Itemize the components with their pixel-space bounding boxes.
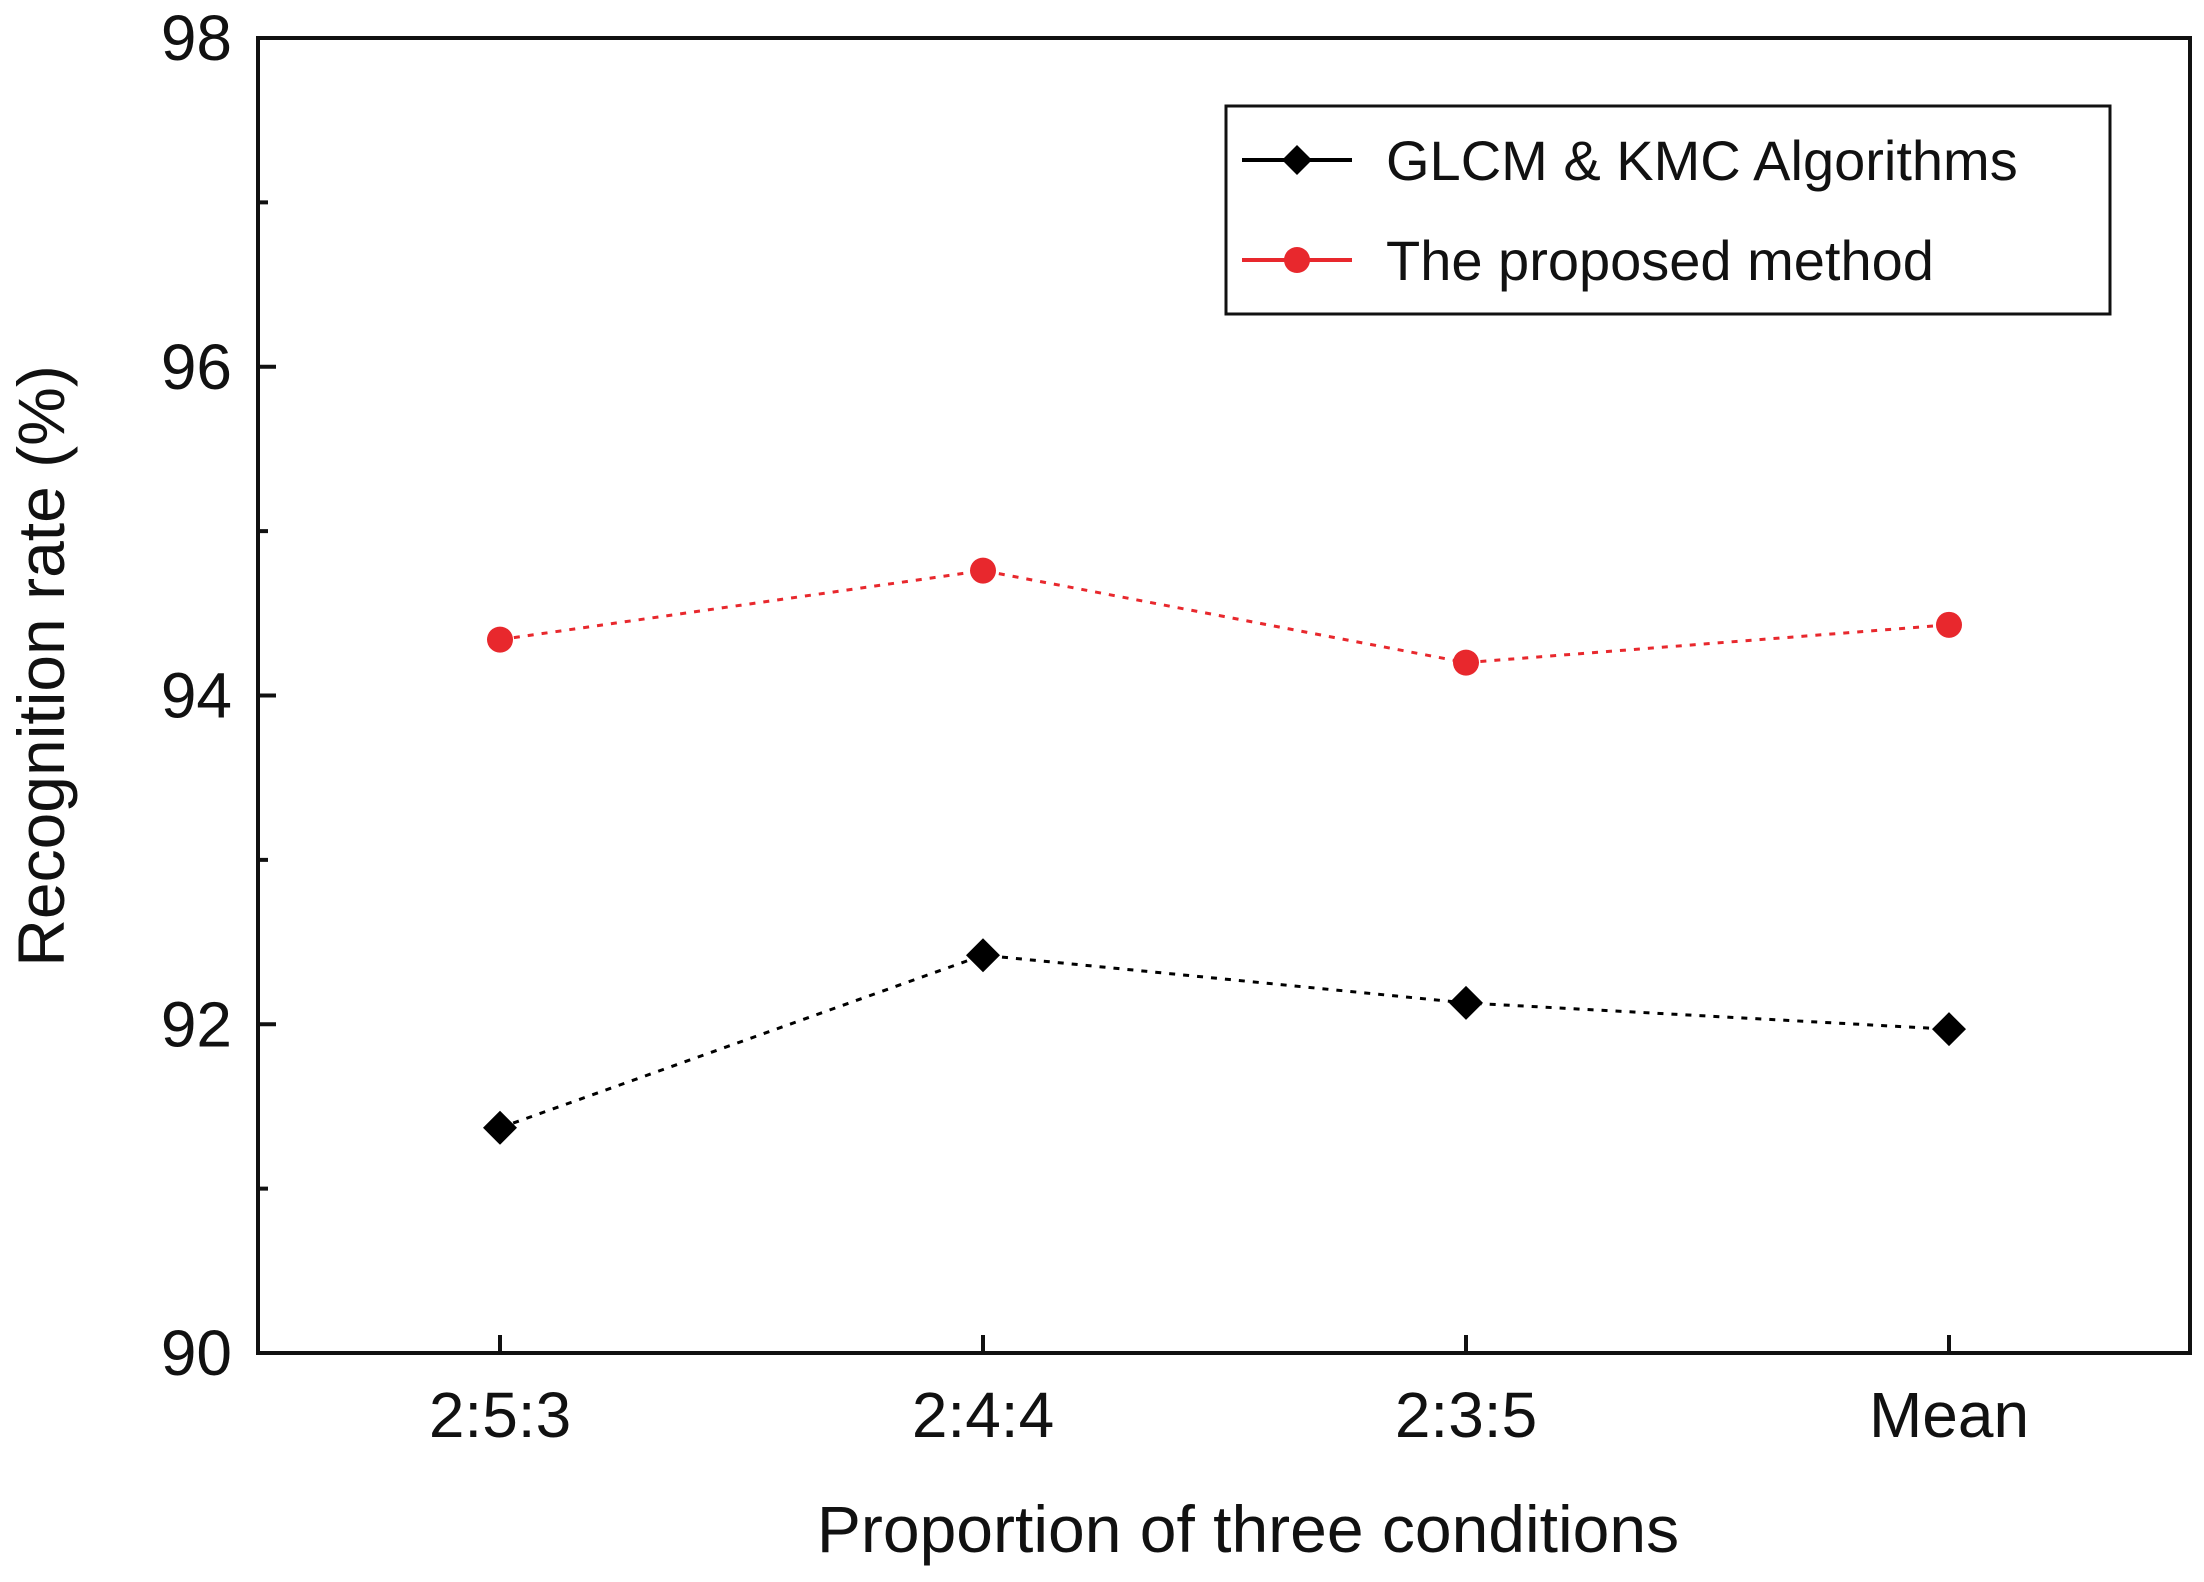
x-tick-label: 2:3:5 <box>1395 1379 1537 1451</box>
legend-box <box>1224 104 2112 316</box>
series-line-1 <box>499 569 1950 665</box>
y-tick-label: 94 <box>161 660 232 732</box>
legend-marker-proposed <box>1284 247 1310 273</box>
x-axis-title: Proportion of three conditions <box>817 1492 1679 1566</box>
data-point-glcm <box>1932 1012 1966 1047</box>
series-layer <box>483 557 1966 1145</box>
legend-marker-glcm <box>1282 145 1312 175</box>
y-tick-label: 90 <box>161 1317 232 1389</box>
data-point-glcm <box>483 1110 517 1145</box>
y-axis-title: Recognition rate (%) <box>4 365 78 967</box>
data-point-proposed <box>1936 611 1962 638</box>
x-tick-label: 2:4:4 <box>912 1379 1054 1451</box>
data-point-proposed <box>487 626 513 653</box>
legend-label-proposed: The proposed method <box>1386 229 1934 292</box>
y-tick-label: 98 <box>161 2 232 74</box>
data-point-glcm <box>1449 985 1483 1020</box>
x-axis-ticks: 2:5:3 2:4:4 2:3:5 Mean <box>429 1335 2029 1451</box>
x-tick-label: 2:5:3 <box>429 1379 571 1451</box>
data-point-glcm <box>966 938 1000 973</box>
x-tick-label: Mean <box>1869 1379 2029 1451</box>
data-point-proposed <box>1453 649 1479 676</box>
y-tick-label: 92 <box>161 988 232 1060</box>
series-line-0 <box>499 953 1950 1130</box>
legend: GLCM & KMC Algorithms The proposed metho… <box>1224 104 2112 316</box>
legend-label-glcm: GLCM & KMC Algorithms <box>1386 129 2018 192</box>
data-point-proposed <box>970 557 996 584</box>
y-tick-label: 96 <box>161 331 232 403</box>
y-axis-ticks: 90 92 94 96 98 <box>161 2 276 1389</box>
